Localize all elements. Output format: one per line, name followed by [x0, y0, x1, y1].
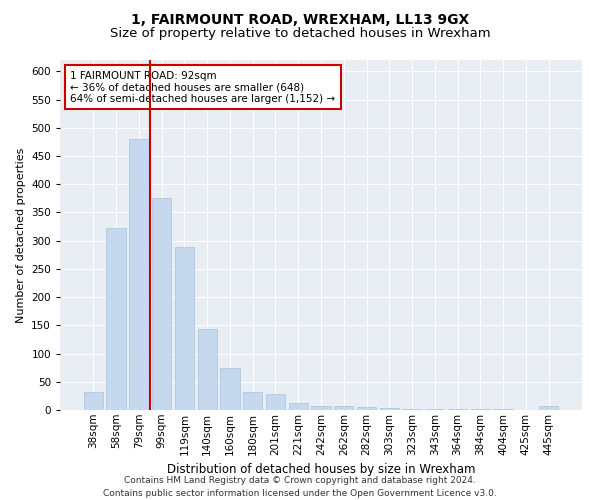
- Bar: [539, 406, 558, 410]
- Bar: [380, 408, 399, 410]
- Bar: [152, 198, 172, 410]
- Bar: [425, 409, 445, 410]
- Bar: [175, 248, 194, 410]
- Bar: [220, 368, 239, 410]
- Bar: [197, 330, 217, 410]
- Text: 1 FAIRMOUNT ROAD: 92sqm
← 36% of detached houses are smaller (648)
64% of semi-d: 1 FAIRMOUNT ROAD: 92sqm ← 36% of detache…: [70, 70, 335, 104]
- Bar: [311, 406, 331, 410]
- Bar: [243, 392, 262, 410]
- Y-axis label: Number of detached properties: Number of detached properties: [16, 148, 26, 322]
- Text: 1, FAIRMOUNT ROAD, WREXHAM, LL13 9GX: 1, FAIRMOUNT ROAD, WREXHAM, LL13 9GX: [131, 12, 469, 26]
- Bar: [357, 407, 376, 410]
- Bar: [84, 392, 103, 410]
- Bar: [403, 409, 422, 410]
- Text: Size of property relative to detached houses in Wrexham: Size of property relative to detached ho…: [110, 28, 490, 40]
- X-axis label: Distribution of detached houses by size in Wrexham: Distribution of detached houses by size …: [167, 463, 475, 476]
- Bar: [266, 394, 285, 410]
- Bar: [129, 139, 149, 410]
- Text: Contains HM Land Registry data © Crown copyright and database right 2024.
Contai: Contains HM Land Registry data © Crown c…: [103, 476, 497, 498]
- Bar: [334, 406, 353, 410]
- Bar: [106, 228, 126, 410]
- Bar: [289, 402, 308, 410]
